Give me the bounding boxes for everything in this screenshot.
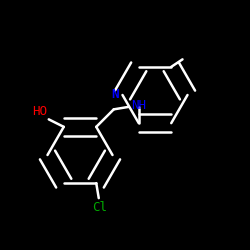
Text: NH: NH [131, 99, 146, 112]
Text: Cl: Cl [92, 201, 107, 214]
Text: N: N [111, 88, 119, 102]
Text: HO: HO [32, 105, 48, 118]
